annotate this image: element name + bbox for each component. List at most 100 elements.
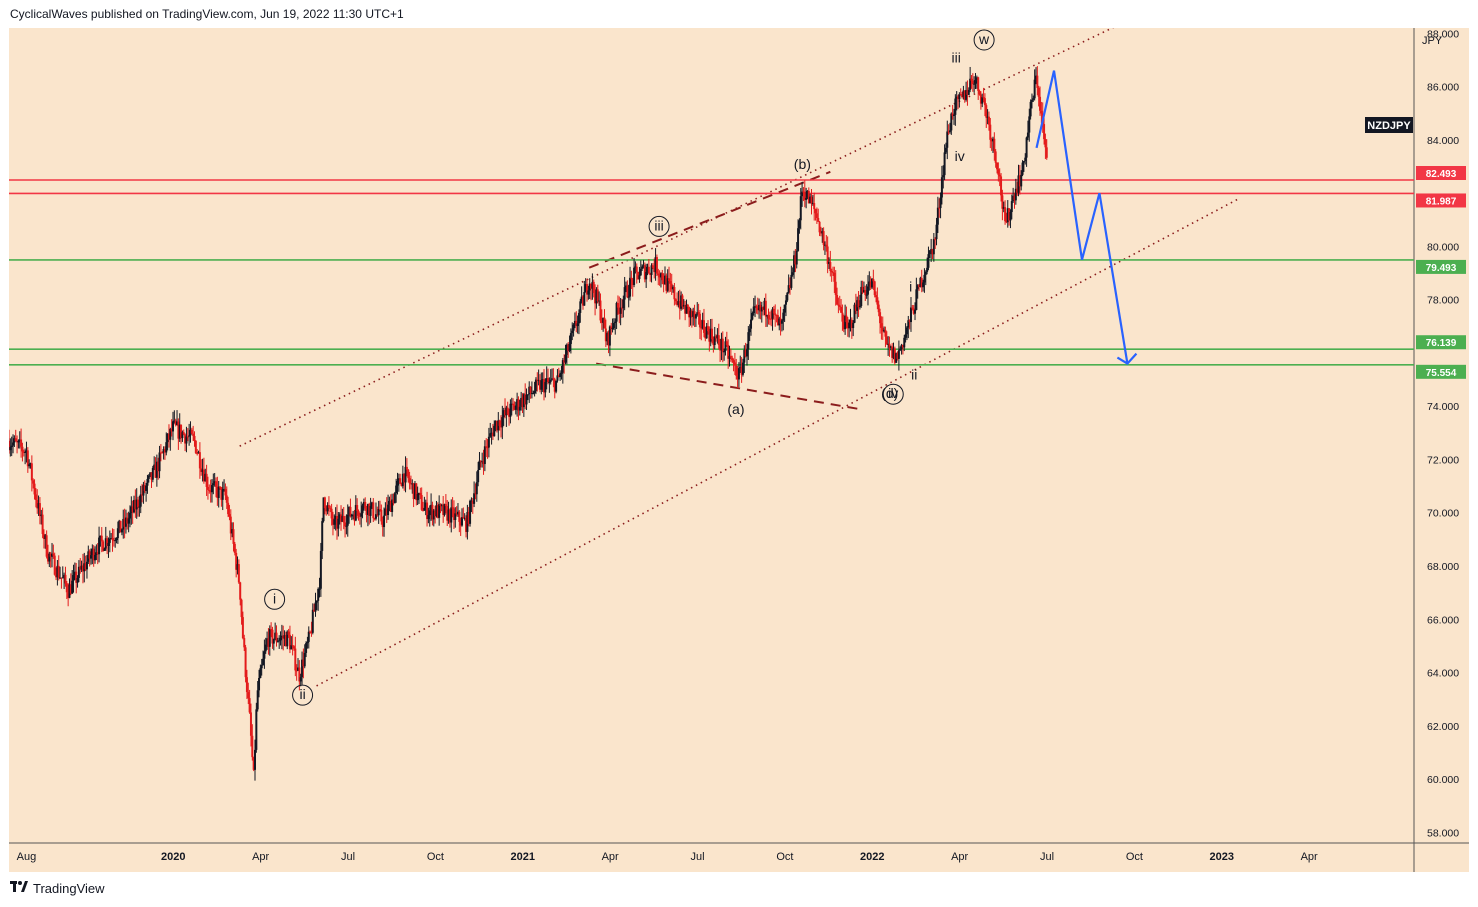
- candle-body: [760, 307, 763, 312]
- candle-body: [817, 217, 820, 222]
- candle-body: [251, 735, 254, 758]
- candle-body: [944, 147, 947, 153]
- candle-body: [965, 90, 968, 100]
- projection-path: [1035, 70, 1129, 364]
- candle-body: [943, 152, 946, 176]
- level-label-0: 82.493: [1426, 169, 1457, 180]
- candle-body: [538, 380, 541, 390]
- y-tick-label-7: 70.000: [1427, 508, 1459, 520]
- candle-body: [237, 564, 240, 583]
- candle-body: [630, 277, 633, 280]
- candle-body: [888, 343, 891, 348]
- candle-body: [338, 514, 341, 519]
- candle-body: [893, 348, 896, 363]
- candle-body: [17, 440, 20, 443]
- candle-body: [1033, 79, 1036, 99]
- candle-body: [899, 348, 902, 351]
- candle-body: [704, 332, 707, 339]
- y-tick-label-6: 72.000: [1427, 454, 1459, 466]
- candle-body: [905, 327, 908, 335]
- candle-body: [783, 304, 786, 313]
- candle-body: [446, 506, 449, 521]
- candle-body: [284, 635, 287, 647]
- candle-body: [654, 257, 657, 273]
- candle-body: [374, 514, 377, 519]
- candle-body: [524, 394, 527, 405]
- candle-body: [387, 504, 390, 516]
- candle-body: [213, 481, 216, 484]
- candle-body: [518, 406, 521, 411]
- chart-area[interactable]: 82.493 81.987 79.493 76.139 75.554 i ii iii (a)…: [8, 16, 1469, 872]
- candle-body: [280, 635, 283, 638]
- candle-body: [223, 488, 226, 490]
- candle-body: [572, 324, 575, 331]
- candle-body: [30, 463, 33, 481]
- candle-body: [505, 407, 508, 416]
- candle-body: [837, 304, 840, 306]
- candle-body: [177, 421, 180, 439]
- candle-body: [685, 304, 688, 314]
- candle-body: [576, 323, 579, 327]
- candle-body: [970, 78, 973, 81]
- candle-body: [354, 505, 357, 521]
- candle-body: [225, 495, 228, 503]
- candle-body: [752, 306, 755, 314]
- candle-body: [1034, 75, 1037, 80]
- candle-body: [723, 351, 726, 353]
- candle-body: [340, 514, 343, 522]
- candle-body: [291, 645, 294, 647]
- y-tick-label-5: 74.000: [1427, 401, 1459, 413]
- candle-body: [604, 328, 607, 342]
- candle-body: [235, 552, 238, 570]
- candle-body: [919, 277, 922, 287]
- candle-body: [709, 328, 712, 342]
- candle-body: [717, 335, 720, 346]
- candle-body: [935, 224, 938, 240]
- candle-body: [249, 712, 252, 736]
- candle-body: [297, 667, 300, 671]
- candle-body: [498, 420, 501, 426]
- candle-body: [891, 346, 894, 358]
- candle-body: [789, 285, 792, 288]
- candle-body: [186, 436, 189, 438]
- candle-body: [330, 508, 333, 519]
- candle-body: [473, 493, 476, 504]
- candle-body: [42, 533, 45, 539]
- candle-body: [474, 493, 477, 495]
- candle-body: [911, 307, 914, 309]
- candle-body: [791, 272, 794, 275]
- candle-body: [1005, 221, 1008, 223]
- candle-body: [206, 486, 209, 490]
- candle-body: [176, 421, 179, 425]
- candle-body: [111, 538, 114, 541]
- wave-label-8: ii: [911, 367, 917, 383]
- level-tag-2: [1416, 259, 1466, 274]
- candle-body: [782, 312, 785, 321]
- candle-body: [819, 232, 822, 234]
- candle-body: [940, 177, 943, 198]
- candle-body: [34, 494, 37, 501]
- candle-body: [182, 432, 185, 435]
- candle-body: [748, 328, 751, 333]
- candle-body: [978, 90, 981, 95]
- candle-body: [465, 517, 468, 532]
- candle-body: [489, 433, 492, 437]
- candle-body: [352, 514, 355, 516]
- candle-body: [958, 94, 961, 100]
- candle-body: [556, 375, 559, 381]
- candle-body: [516, 399, 519, 406]
- candle-body: [672, 287, 675, 290]
- candle-body: [986, 116, 989, 118]
- candle-body: [372, 502, 375, 519]
- candle-body: [91, 548, 94, 556]
- candle-body: [482, 461, 485, 465]
- candle-body: [754, 306, 757, 308]
- candle-body: [229, 516, 232, 534]
- candle-body: [1037, 87, 1040, 97]
- candle-body: [720, 338, 723, 351]
- candle-body: [669, 281, 672, 284]
- candle-body: [827, 262, 830, 264]
- candle-body: [915, 289, 918, 310]
- candle-body: [575, 320, 578, 327]
